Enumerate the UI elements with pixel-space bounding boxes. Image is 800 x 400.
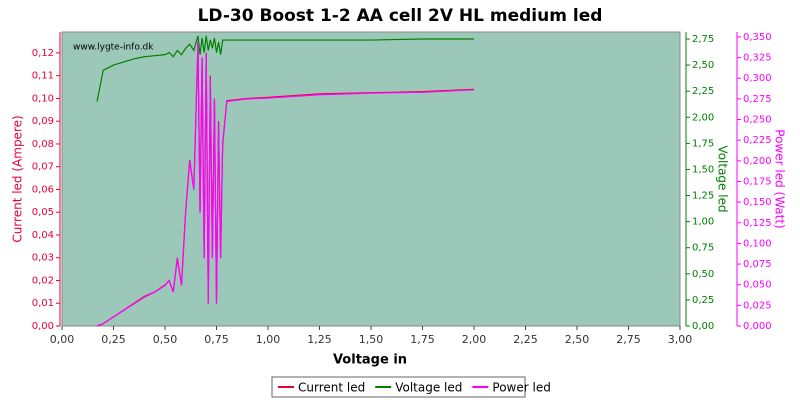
y2-tick-label: 0,25: [692, 295, 714, 306]
x-tick-label: 0,75: [204, 333, 229, 346]
x-tick-label: 1,25: [307, 333, 332, 346]
x-tick-label: 0,00: [50, 333, 75, 346]
y3-tick-label: 0,175: [743, 176, 772, 187]
legend-box: [271, 376, 526, 398]
y2-tick-label: 2,00: [692, 112, 714, 123]
y-tick-label: 0,06: [32, 184, 54, 195]
y3-tick-label: 0,350: [743, 32, 772, 43]
x-tick-label: 3,00: [668, 333, 693, 346]
y2-tick-label: 1,75: [692, 138, 714, 149]
y3-tick-label: 0,025: [743, 300, 772, 311]
y2-tick-label: 2,75: [692, 34, 714, 45]
y2-tick-label: 1,00: [692, 217, 714, 228]
x-tick-label: 2,50: [565, 333, 590, 346]
y-tick-label: 0,07: [32, 162, 54, 173]
y3-tick-label: 0,275: [743, 94, 772, 105]
x-tick-label: 0,50: [153, 333, 178, 346]
y-tick-label: 0,10: [32, 93, 54, 104]
y-tick-label: 0,12: [32, 48, 54, 59]
y-tick-label: 0,01: [32, 298, 54, 309]
watermark: www.lygte-info.dk: [73, 43, 154, 53]
y3-tick-label: 0,250: [743, 115, 772, 126]
legend-label: Power led: [492, 381, 550, 395]
y2-tick-label: 1,50: [692, 164, 714, 175]
y2-tick-label: 2,50: [692, 60, 714, 71]
x-tick-label: 2,00: [462, 333, 487, 346]
chart-title: LD-30 Boost 1-2 AA cell 2V HL medium led: [198, 6, 603, 26]
x-tick-label: 1,75: [410, 333, 435, 346]
plot-area: [61, 31, 681, 327]
legend: Current led Voltage led Power led: [271, 376, 551, 398]
y2-tick-label: 0,75: [692, 243, 714, 254]
y2-tick-label: 1,25: [692, 191, 714, 202]
y3-tick-label: 0,325: [743, 53, 772, 64]
y3-tick-label: 0,075: [743, 259, 772, 270]
y-tick-label: 0,11: [32, 71, 54, 82]
y-tick-label: 0,08: [32, 139, 54, 150]
legend-label: Voltage led: [395, 381, 462, 395]
y-tick-label: 0,02: [32, 275, 54, 286]
y3-tick-label: 0,200: [743, 156, 772, 167]
x-axis-label: Voltage in: [333, 353, 407, 368]
x-tick-label: 2,75: [616, 333, 641, 346]
legend-label: Current led: [298, 381, 365, 395]
y2-tick-label: 0,00: [692, 321, 714, 332]
x-tick-label: 0,25: [101, 333, 126, 346]
y-tick-label: 0,09: [32, 116, 54, 127]
y3-tick-label: 0,000: [743, 321, 772, 332]
y3-axis-label: Power led (Watt): [773, 129, 787, 228]
x-tick-label: 2,25: [513, 333, 538, 346]
y3-tick-label: 0,050: [743, 280, 772, 291]
x-tick-label: 1,50: [359, 333, 384, 346]
series-line: [96, 35, 474, 102]
y-tick-label: 0,00: [32, 321, 54, 332]
y3-tick-label: 0,150: [743, 197, 772, 208]
y-tick-label: 0,05: [32, 207, 54, 218]
series-line: [96, 41, 475, 327]
y-tick-label: 0,03: [32, 253, 54, 264]
y-axis-label: Current led (Ampere): [11, 115, 25, 242]
y2-tick-label: 2,25: [692, 86, 714, 97]
y3-tick-label: 0,125: [743, 218, 772, 229]
y3-tick-label: 0,100: [743, 238, 772, 249]
y3-tick-label: 0,300: [743, 73, 772, 84]
y2-axis-label: Voltage led: [716, 145, 730, 212]
x-tick-label: 1,00: [256, 333, 281, 346]
y-tick-label: 0,04: [32, 230, 54, 241]
y2-tick-label: 0,50: [692, 269, 714, 280]
y3-tick-label: 0,225: [743, 135, 772, 146]
